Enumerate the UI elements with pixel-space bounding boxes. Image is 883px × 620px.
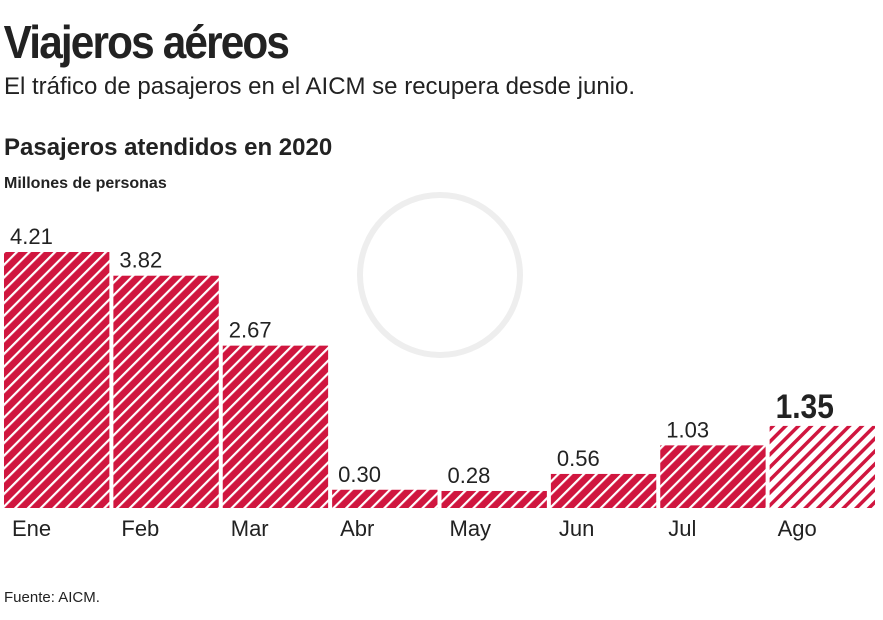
value-label: 3.82 <box>119 248 162 273</box>
x-tick-label: Feb <box>121 516 159 541</box>
value-label: 0.56 <box>557 446 600 471</box>
x-tick-label: Jul <box>668 516 696 541</box>
chart-title: Pasajeros atendidos en 2020 <box>4 134 332 161</box>
bar <box>222 345 329 508</box>
x-tick-label: Mar <box>231 516 269 541</box>
bar <box>113 275 219 508</box>
title: Viajeros aéreos <box>4 17 289 68</box>
x-tick-label: May <box>450 516 492 541</box>
value-label: 1.35 <box>776 387 834 425</box>
source: Fuente: AICM. <box>4 589 100 606</box>
watermark <box>357 192 523 358</box>
x-tick-label: Ago <box>778 516 817 541</box>
bar <box>441 490 547 508</box>
value-label: 2.67 <box>229 318 272 343</box>
x-tick-label: Abr <box>340 516 374 541</box>
y-label: Millones de personas <box>4 175 167 192</box>
value-label: 0.28 <box>448 463 491 488</box>
bar <box>769 425 875 508</box>
x-tick-label: Ene <box>12 516 51 541</box>
bar <box>550 473 657 508</box>
bar <box>332 489 438 508</box>
value-label: 1.03 <box>666 417 709 442</box>
value-label: 4.21 <box>10 224 53 249</box>
bar <box>4 252 110 508</box>
subtitle: El tráfico de pasajeros en el AICM se re… <box>4 73 635 100</box>
value-label: 0.30 <box>338 462 381 487</box>
bar <box>660 445 766 508</box>
x-tick-label: Jun <box>559 516 594 541</box>
